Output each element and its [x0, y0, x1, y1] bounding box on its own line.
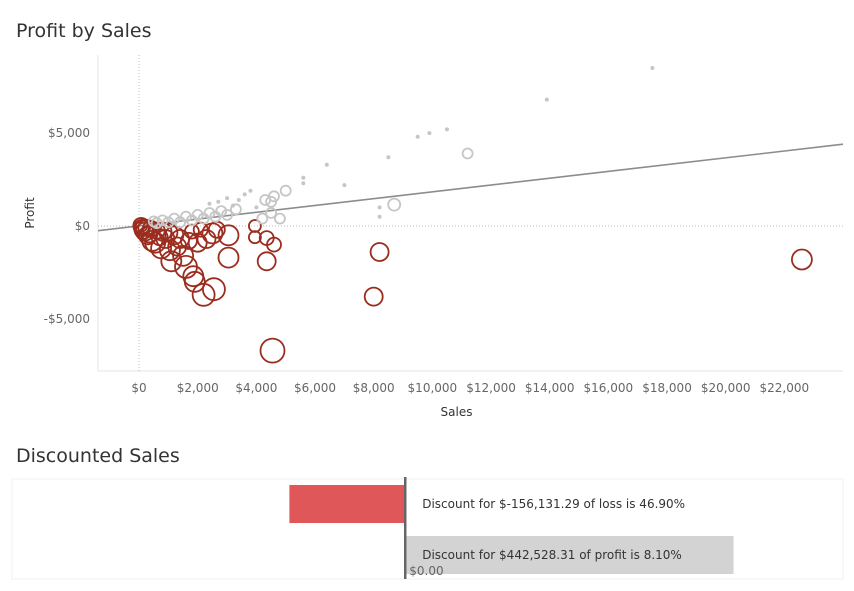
x-tick-label: $4,000 — [235, 381, 277, 395]
profit-data-point[interactable] — [265, 207, 278, 219]
x-tick-label: $8,000 — [353, 381, 395, 395]
profit-data-point[interactable] — [259, 194, 272, 206]
loss-data-point[interactable] — [217, 224, 240, 247]
profit-data-point[interactable] — [147, 215, 160, 228]
loss-data-point[interactable] — [155, 229, 176, 249]
profit-data-point[interactable] — [162, 216, 175, 229]
bar-chart-frame — [11, 478, 844, 580]
bar-chart-title: Discounted Sales — [16, 445, 180, 467]
loss-data-point[interactable] — [256, 251, 277, 272]
profit-data-point[interactable] — [301, 175, 306, 180]
profit-bar[interactable] — [405, 536, 734, 574]
x-tick-label: $6,000 — [294, 381, 336, 395]
loss-data-point[interactable] — [791, 248, 813, 271]
profit-data-point[interactable] — [342, 183, 347, 188]
x-tick-label: $10,000 — [408, 381, 458, 395]
loss-data-point[interactable] — [369, 242, 390, 262]
profit-data-point[interactable] — [544, 97, 549, 102]
y-tick-label: $5,000 — [48, 126, 90, 140]
loss-data-point[interactable] — [247, 219, 262, 233]
profit-data-point[interactable] — [174, 216, 187, 229]
loss-data-point[interactable] — [363, 286, 384, 307]
profit-data-point[interactable] — [229, 203, 242, 216]
x-tick-label: $16,000 — [584, 381, 634, 395]
y-tick-label: -$5,000 — [44, 312, 90, 326]
profit-data-point[interactable] — [236, 198, 241, 202]
x-tick-label: $0 — [131, 381, 146, 395]
profit-data-point[interactable] — [427, 131, 432, 136]
zero-axis-label: $0.00 — [409, 564, 443, 578]
profit-data-point[interactable] — [185, 214, 198, 227]
profit-data-point[interactable] — [301, 181, 306, 186]
loss-data-point[interactable] — [132, 217, 149, 234]
x-tick-label: $2,000 — [177, 381, 219, 395]
profit-data-point[interactable] — [650, 66, 655, 70]
profit-data-point[interactable] — [156, 214, 169, 227]
profit-data-point[interactable] — [242, 192, 247, 197]
profit-data-point[interactable] — [207, 201, 212, 206]
loss-bar[interactable] — [289, 485, 406, 523]
profit-data-point[interactable] — [324, 162, 329, 167]
profit-data-point[interactable] — [168, 212, 181, 225]
y-axis-title: Profit — [23, 197, 37, 229]
loss-data-point[interactable] — [167, 236, 188, 257]
profit-data-point[interactable] — [248, 188, 253, 193]
profit-data-point[interactable] — [445, 127, 449, 132]
profit-data-point[interactable] — [377, 205, 382, 210]
scatter-chart-title: Profit by Sales — [16, 20, 152, 42]
profit-data-point[interactable] — [415, 134, 420, 139]
x-tick-label: $12,000 — [466, 381, 516, 395]
loss-data-point[interactable] — [174, 254, 198, 279]
x-tick-label: $14,000 — [525, 381, 575, 395]
x-axis-title: Sales — [441, 405, 473, 419]
profit-data-point[interactable] — [256, 212, 269, 225]
loss-data-point[interactable] — [258, 230, 275, 247]
profit-data-point[interactable] — [221, 208, 234, 221]
loss-data-point[interactable] — [259, 337, 286, 364]
profit-data-point[interactable] — [254, 205, 259, 210]
profit-data-point[interactable] — [265, 195, 278, 208]
profit-data-point[interactable] — [279, 184, 292, 197]
profit-data-point[interactable] — [461, 147, 474, 160]
loss-data-point[interactable] — [191, 282, 216, 307]
loss-bar-label: Discount for $-156,131.29 of loss is 46.… — [422, 497, 685, 511]
y-tick-label: $0 — [75, 219, 90, 233]
profit-data-point[interactable] — [387, 197, 402, 212]
loss-data-point[interactable] — [217, 246, 240, 269]
profit-data-point[interactable] — [216, 199, 221, 204]
x-tick-label: $20,000 — [701, 381, 751, 395]
x-tick-label: $18,000 — [642, 381, 692, 395]
loss-data-point[interactable] — [182, 265, 205, 288]
profit-data-point[interactable] — [386, 155, 391, 160]
profit-data-point[interactable] — [209, 210, 222, 223]
profit-data-point[interactable] — [273, 212, 286, 225]
x-tick-label: $22,000 — [760, 381, 810, 395]
profit-data-point[interactable] — [377, 214, 382, 219]
profit-data-point[interactable] — [225, 196, 230, 201]
profit-data-point[interactable] — [197, 212, 210, 225]
profit-bar-label: Discount for $442,528.31 of profit is 8.… — [422, 548, 682, 562]
